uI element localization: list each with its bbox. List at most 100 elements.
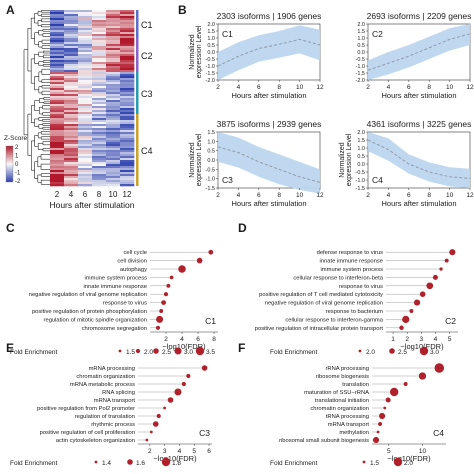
y-tick-label: 1.0 (207, 36, 215, 42)
heatmap-cell (106, 44, 121, 47)
heatmap-cell (78, 124, 93, 127)
heatmap-cell (120, 88, 135, 91)
heatmap-cell (92, 116, 107, 119)
heatmap-cell (78, 150, 93, 153)
heatmap-cell (50, 168, 65, 171)
heatmap-cell (78, 14, 93, 17)
go-term-label: autophagy (120, 267, 147, 273)
go-term-label: mRNA transport (94, 398, 136, 404)
heatmap-cell (120, 22, 135, 25)
heatmap-cell (120, 98, 135, 101)
heatmap-cell (50, 58, 65, 61)
zscore-legend-tick: 2 (15, 145, 19, 151)
heatmap-cell (106, 142, 121, 145)
heatmap-cell (92, 108, 107, 111)
heatmap-cell (78, 50, 93, 53)
enrichment-dot (174, 388, 182, 396)
heatmap-cell (106, 54, 121, 57)
heatmap-cell (92, 92, 107, 95)
heatmap-cell (106, 86, 121, 89)
x-tick-label: 4 (180, 336, 184, 343)
heatmap-cell (106, 96, 121, 99)
heatmap-cell (120, 76, 135, 79)
heatmap-cell (64, 174, 79, 177)
x-tick-label: 6 (407, 192, 411, 199)
heatmap-cell (120, 48, 135, 51)
x-tick-label: 2 (405, 336, 409, 343)
heatmap-cell (78, 48, 93, 51)
fold-enrichment-legend-value: 1.5 (126, 349, 135, 356)
heatmap-cell (92, 160, 107, 163)
heatmap-cell (50, 146, 65, 149)
heatmap-cell (78, 96, 93, 99)
enrichment-dot (399, 325, 404, 331)
heatmap-cell (64, 164, 79, 167)
heatmap-cell (120, 110, 135, 113)
line-chart-frame (367, 131, 471, 189)
heatmap-cell (50, 100, 65, 103)
heatmap-cell (78, 74, 93, 77)
heatmap-cell (64, 90, 79, 93)
heatmap-cell (106, 178, 121, 181)
heatmap-cell (120, 46, 135, 49)
x-tick-label: 4 (237, 192, 241, 199)
heatmap-cell (64, 26, 79, 29)
line-chart-cluster-label: C2 (372, 29, 383, 39)
heatmap-cell (120, 158, 135, 161)
heatmap-cell (78, 138, 93, 141)
zscore-legend-title: Z-Score (4, 135, 28, 142)
heatmap-cell (64, 70, 79, 73)
fold-enrichment-legend-value: 2.0 (404, 460, 413, 467)
x-tick-label: 6 (196, 336, 200, 343)
heatmap-cell (92, 180, 107, 183)
heatmap-cell (78, 168, 93, 171)
heatmap-cell (92, 78, 107, 81)
heatmap-cell (120, 60, 135, 63)
heatmap-cell (78, 20, 93, 23)
fold-enrichment-legend-dot (195, 346, 205, 356)
heatmap-cell (78, 38, 93, 41)
dot-chart-cluster-label: C1 (205, 316, 216, 326)
heatmap-cell (106, 56, 121, 59)
heatmap-cell (64, 182, 79, 185)
heatmap-cell (92, 184, 107, 187)
enrichment-dot (403, 382, 408, 386)
x-tick-label: 6 (257, 192, 261, 199)
go-term-label: chromosome segregation (82, 326, 147, 332)
heatmap-cell (50, 16, 65, 19)
heatmap-cell (50, 82, 65, 85)
heatmap-cell (92, 150, 107, 153)
enrichment-dot (156, 315, 164, 323)
heatmap-cell (120, 160, 135, 163)
heatmap-cell (120, 142, 135, 145)
line-chart-title: 2693 isoforms | 2209 genes (367, 11, 472, 21)
fold-enrichment-legend-title: Fold Enrichment (270, 460, 318, 467)
heatmap-x-tick: 8 (97, 190, 102, 199)
heatmap-cell (92, 18, 107, 21)
heatmap-cell (92, 58, 107, 61)
heatmap-cell (92, 162, 107, 165)
heatmap-cell (50, 32, 65, 35)
line-chart-c3: 3875 isoforms | 2939 genes C32 4 6 8 10 12 -1.5… (189, 119, 324, 208)
heatmap-cell (64, 108, 79, 111)
enrichment-dot (409, 309, 414, 313)
heatmap-cell (50, 174, 65, 177)
go-term-label: regulation of translation (75, 414, 135, 420)
heatmap-cell (92, 176, 107, 179)
heatmap-cell (92, 80, 107, 83)
heatmap-cell (78, 22, 93, 25)
heatmap-cell (50, 120, 65, 123)
heatmap-cell (64, 148, 79, 151)
heatmap-cell (64, 120, 79, 123)
go-term-label: cell cycle (123, 250, 147, 256)
heatmap-cell (106, 46, 121, 49)
dot-chart-c3: mRNA processing chromatin organization mRN… (10, 365, 212, 467)
x-tick-label: 10 (296, 192, 304, 199)
y-tick-label: -1.5 (206, 186, 215, 192)
heatmap-cell (50, 30, 65, 33)
heatmap-cell (78, 94, 93, 97)
heatmap-cell (106, 184, 121, 187)
heatmap-x-tick: 12 (123, 190, 132, 199)
heatmap-cell (120, 130, 135, 133)
heatmap-cell (50, 74, 65, 77)
